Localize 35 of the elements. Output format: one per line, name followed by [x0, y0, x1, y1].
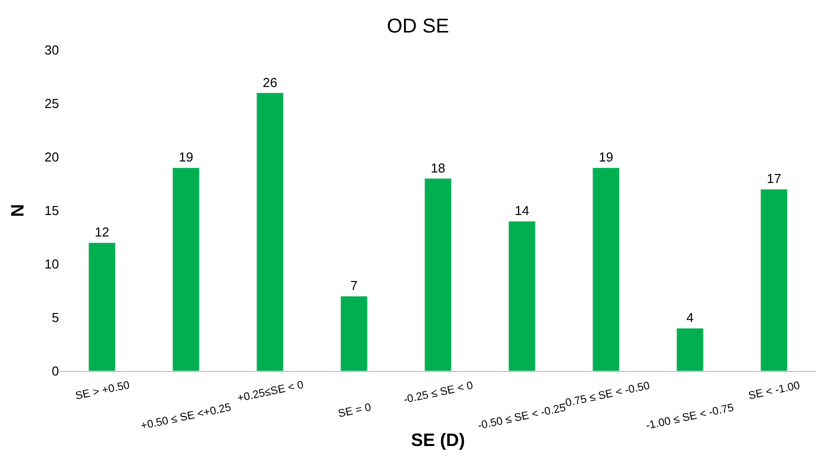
x-tick-label: -1.00 ≤ SE < -0.75 [644, 402, 735, 432]
x-tick-label: SE > +0.50 [74, 379, 131, 402]
x-axis-title: SE (D) [411, 430, 466, 450]
y-tick-label: 5 [52, 310, 59, 326]
y-tick-label: 0 [52, 364, 59, 379]
bar [508, 220, 536, 371]
bar [592, 167, 620, 371]
x-tick-label: +0.25≤SE < 0 [236, 379, 305, 405]
data-label: 4 [686, 310, 694, 326]
bar [424, 178, 452, 371]
bar [676, 328, 704, 371]
x-tick-label: +0.50 ≤ SE <+0.25 [140, 402, 232, 432]
x-tick-label: -0.25 ≤ SE < 0 [402, 380, 474, 406]
y-tick-label: 15 [44, 203, 59, 218]
bar [88, 242, 116, 371]
x-tick-label: SE < -1.00 [747, 380, 802, 402]
y-tick-label: 25 [44, 96, 59, 112]
data-label: 19 [178, 150, 194, 165]
y-tick-label: 10 [44, 256, 59, 272]
data-label: 14 [514, 203, 530, 218]
data-label: 26 [262, 74, 278, 90]
y-tick-label: 30 [44, 42, 59, 58]
data-label: 19 [598, 150, 614, 165]
data-label: 18 [430, 160, 446, 176]
bar [340, 296, 368, 371]
data-label: 7 [350, 278, 358, 294]
chart-title: OD SE [386, 16, 450, 38]
bar [172, 167, 200, 371]
y-axis-title: N [8, 204, 28, 217]
bar [256, 92, 284, 371]
data-label: 17 [766, 171, 782, 186]
y-tick-label: 20 [44, 150, 59, 165]
x-tick-label: SE = 0 [337, 402, 372, 420]
data-label: 12 [94, 224, 110, 240]
bar [760, 188, 788, 371]
